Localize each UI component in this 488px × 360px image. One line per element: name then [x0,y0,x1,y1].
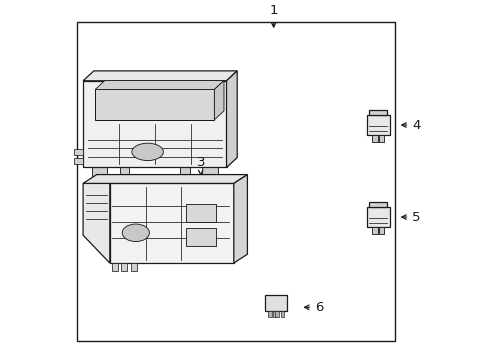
Bar [372,135,377,141]
Bar [180,167,190,178]
Polygon shape [83,175,247,183]
Polygon shape [226,71,237,167]
Polygon shape [233,175,247,263]
Bar [74,149,83,156]
Bar [185,228,215,246]
Bar [280,311,284,317]
Bar [378,135,383,141]
Bar [372,227,377,234]
Bar [275,311,278,317]
Bar [273,311,276,317]
Polygon shape [83,71,237,81]
Bar [369,111,386,115]
Text: 4: 4 [401,118,420,131]
Bar [83,81,226,167]
Bar [185,204,215,222]
Bar [112,263,117,271]
Bar [77,22,394,341]
Polygon shape [83,183,110,263]
Bar [369,202,386,207]
Text: 1: 1 [269,4,277,27]
Text: 6: 6 [304,301,323,314]
Text: 5: 5 [401,211,420,224]
Text: 3: 3 [196,156,204,175]
Bar [119,167,129,178]
Bar [366,207,389,227]
Polygon shape [110,183,233,263]
Bar [74,158,83,164]
Ellipse shape [132,143,163,161]
Ellipse shape [122,224,149,242]
Polygon shape [95,81,224,89]
Polygon shape [214,81,224,120]
Bar [378,227,383,234]
Bar [131,263,137,271]
Bar [92,167,107,178]
Bar [95,89,214,120]
Bar [202,167,217,178]
Bar [268,311,271,317]
Bar [366,115,389,135]
Bar [121,263,127,271]
Bar [264,295,286,311]
Text: 2: 2 [121,71,129,90]
